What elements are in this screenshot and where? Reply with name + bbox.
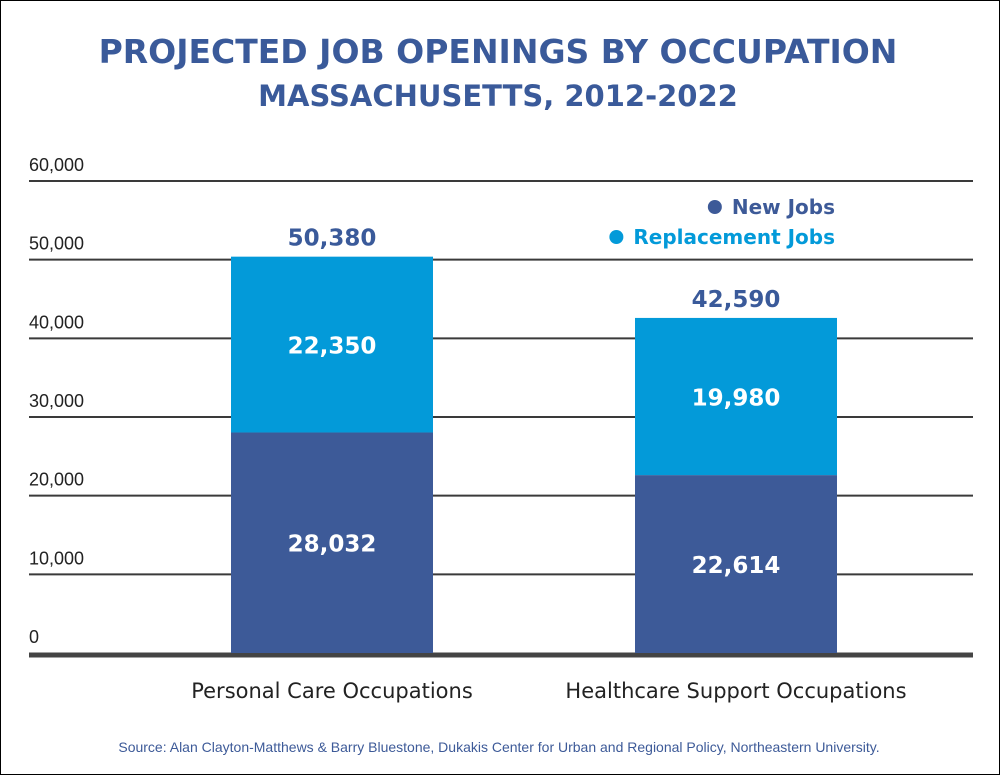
legend: New Jobs Replacement Jobs xyxy=(609,195,835,249)
y-tick-label: 30,000 xyxy=(29,391,84,411)
segment-value-label: 19,980 xyxy=(692,386,781,412)
legend-label: New Jobs xyxy=(732,195,835,219)
legend-swatch xyxy=(707,200,722,214)
source-note: Source: Alan Clayton-Matthews & Barry Bl… xyxy=(118,739,879,755)
bar-segment-replacement-jobs xyxy=(635,317,837,476)
y-tick-label: 60,000 xyxy=(29,155,84,175)
legend-swatch xyxy=(609,230,624,244)
bars xyxy=(231,256,837,653)
segment-value-label: 22,350 xyxy=(288,334,377,360)
chart-title: PROJECTED JOB OPENINGS BY OCCUPATION xyxy=(99,32,898,71)
x-category-label: Healthcare Support Occupations xyxy=(565,679,906,703)
x-category-label: Personal Care Occupations xyxy=(191,679,473,703)
bar-segment-replacement-jobs xyxy=(231,256,433,433)
y-tick-label: 40,000 xyxy=(29,312,84,332)
legend-label: Replacement Jobs xyxy=(633,225,835,249)
bar-segment-new-jobs xyxy=(231,432,433,653)
chart-subtitle: MASSACHUSETTS, 2012-2022 xyxy=(258,79,738,113)
y-tick-label: 10,000 xyxy=(29,548,84,568)
total-value-label: 50,380 xyxy=(288,226,377,252)
y-tick-label: 0 xyxy=(29,627,39,647)
y-tick-label: 20,000 xyxy=(29,470,84,490)
bar-segment-new-jobs xyxy=(635,475,837,653)
segment-value-label: 22,614 xyxy=(692,553,781,579)
y-tick-label: 50,000 xyxy=(29,234,84,254)
total-value-label: 42,590 xyxy=(692,287,781,313)
data-labels: 28,032 22,350 50,380 Personal Care Occupati… xyxy=(191,226,906,703)
segment-value-label: 28,032 xyxy=(288,532,377,558)
